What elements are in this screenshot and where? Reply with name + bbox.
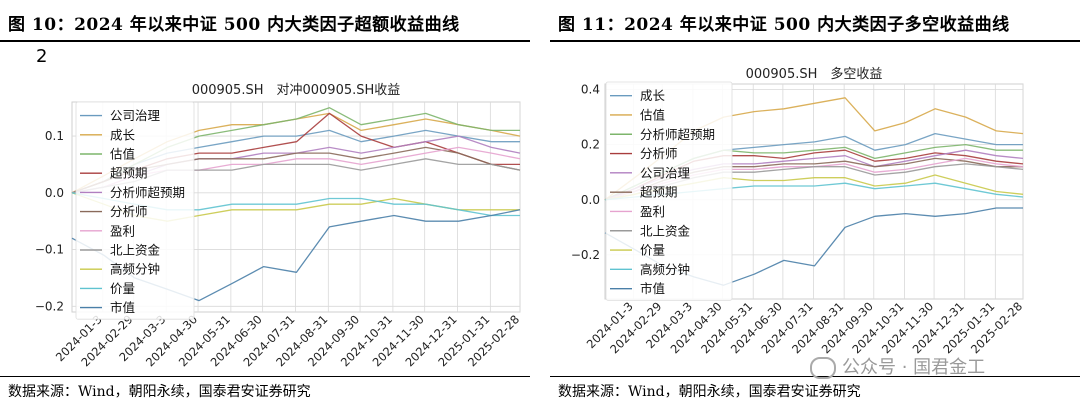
watermark-text: 公众号 · 国君金工 bbox=[842, 357, 986, 378]
figure-heading: 图 11：2024 年以来中证 500 内大类因子多空收益曲线 bbox=[558, 15, 1010, 35]
legend-label: 分析师 bbox=[640, 146, 678, 161]
y-tick-label: 0.1 bbox=[45, 129, 64, 143]
legend-label: 盈利 bbox=[110, 223, 135, 238]
legend-label: 市值 bbox=[110, 300, 135, 315]
y-tick-label: 0.4 bbox=[581, 83, 600, 97]
source-note: 数据来源：Wind，朝阳永续，国泰君安证券研究 bbox=[8, 384, 311, 400]
legend-label: 高频分钟 bbox=[110, 262, 160, 277]
legend-label: 高频分钟 bbox=[640, 262, 690, 277]
y-tick-label: −0.2 bbox=[571, 248, 600, 262]
legend-label: 市值 bbox=[640, 281, 665, 296]
legend-label: 估值 bbox=[640, 107, 665, 122]
legend-label: 公司治理 bbox=[640, 165, 691, 180]
legend-label: 成长 bbox=[640, 88, 666, 103]
figure-panel-right: 图 11：2024 年以来中证 500 内大类因子多空收益曲线 000905.S… bbox=[550, 0, 1080, 412]
heading-rule bbox=[0, 40, 530, 42]
heading-rule bbox=[550, 40, 1080, 42]
legend-label: 分析师 bbox=[110, 204, 148, 219]
y-tick-label: 0.2 bbox=[581, 138, 600, 152]
chart-title: 000905.SH 多空收益 bbox=[746, 66, 883, 82]
source-rule bbox=[0, 376, 530, 377]
legend-label: 超预期 bbox=[110, 166, 148, 181]
y-tick-label: −0.1 bbox=[35, 243, 64, 257]
legend-label: 北上资金 bbox=[110, 243, 161, 258]
wechat-icon bbox=[810, 357, 836, 379]
chart-excess-return: 000905.SH 对冲000905.SH收益−0.2−0.10.00.1202… bbox=[35, 83, 522, 369]
legend-label: 北上资金 bbox=[640, 223, 691, 238]
legend-label: 超预期 bbox=[640, 185, 678, 200]
stray-mark: 2 bbox=[36, 46, 48, 67]
figure-panel-left: 图 10：2024 年以来中证 500 内大类因子超额收益曲线 2 000905… bbox=[0, 0, 530, 412]
y-tick-label: 0.0 bbox=[581, 193, 600, 207]
chart-long-short-return: 000905.SH 多空收益−0.20.00.20.42024-01-32024… bbox=[571, 66, 1025, 356]
legend-label: 估值 bbox=[110, 147, 135, 162]
chart-title: 000905.SH 对冲000905.SH收益 bbox=[192, 83, 401, 98]
y-tick-label: 0.0 bbox=[45, 186, 64, 200]
watermark: 公众号 · 国君金工 bbox=[810, 353, 985, 379]
legend-label: 价量 bbox=[110, 281, 135, 296]
legend-label: 成长 bbox=[110, 127, 136, 142]
legend-box bbox=[75, 101, 195, 320]
legend-label: 公司治理 bbox=[110, 108, 161, 123]
figure-heading: 图 10：2024 年以来中证 500 内大类因子超额收益曲线 bbox=[8, 15, 460, 35]
legend-label: 价量 bbox=[640, 243, 665, 258]
legend-label: 分析师超预期 bbox=[640, 127, 715, 142]
legend-label: 盈利 bbox=[640, 204, 665, 219]
legend-label: 分析师超预期 bbox=[110, 185, 185, 200]
y-tick-label: −0.2 bbox=[35, 299, 64, 313]
source-note: 数据来源：Wind，朝阳永续，国泰君安证券研究 bbox=[558, 384, 861, 400]
legend-box bbox=[605, 81, 733, 301]
